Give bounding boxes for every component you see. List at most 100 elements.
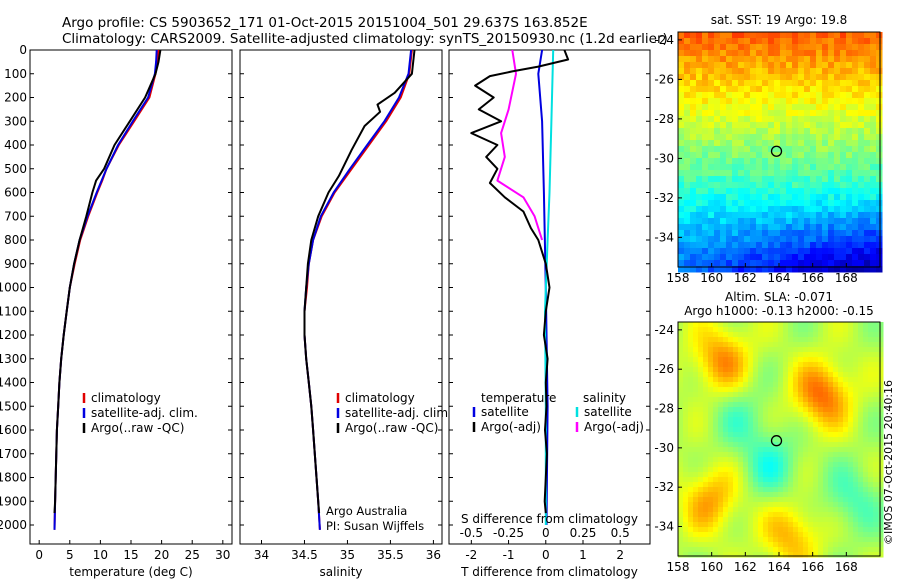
sla_map-cell (698, 542, 704, 548)
sla_map-cell (698, 402, 704, 408)
sla_map-cell (798, 392, 804, 398)
sst_map-cell (780, 110, 787, 117)
sla_map-cell (723, 387, 729, 393)
sla_map-cell (688, 377, 694, 383)
sst_map-cell (756, 242, 763, 249)
depth-tick-label: 400 (4, 138, 27, 152)
sst_map-cell (726, 176, 733, 183)
sst_map-cell (756, 92, 763, 99)
sla_map-cell (693, 467, 699, 473)
sla_map-cell (818, 437, 824, 443)
sst_map-cell (690, 206, 697, 213)
sla_map-cell (803, 347, 809, 353)
sst_map-cell (792, 122, 799, 129)
sla_map-cell (833, 352, 839, 358)
sla_map-cell (743, 327, 749, 333)
sla_map-cell (798, 492, 804, 498)
sla_map-cell (808, 452, 814, 458)
sst_map-cell (792, 248, 799, 255)
sla_map-cell (843, 552, 849, 558)
sst_map-cell (696, 44, 703, 51)
sst_map-cell (762, 248, 769, 255)
sla_map-cell (813, 457, 819, 463)
sst_map-cell (708, 134, 715, 141)
sst_map-cell (804, 146, 811, 153)
sst_map-cell (714, 104, 721, 111)
sla_map-cell (818, 442, 824, 448)
sst_map-cell (780, 236, 787, 243)
sla_map-cell (678, 437, 684, 443)
sla_map-cell (773, 332, 779, 338)
sla_map-cell (743, 517, 749, 523)
sla_map-cell (868, 502, 874, 508)
sla_map-cell (693, 472, 699, 478)
sla_map-cell (798, 347, 804, 353)
sla_map-cell (713, 347, 719, 353)
sla_map-cell (748, 332, 754, 338)
sst_map-cell (804, 38, 811, 45)
sla_map-cell (808, 497, 814, 503)
sst_map-cell (738, 140, 745, 147)
sst_map-cell (780, 116, 787, 123)
sla_map-cell (868, 472, 874, 478)
sst_map-cell (792, 146, 799, 153)
sla_map-cell (693, 517, 699, 523)
sst_map-cell (732, 134, 739, 141)
sla_map-cell (763, 447, 769, 453)
sla_map-cell (798, 327, 804, 333)
sst_map-cell (840, 134, 847, 141)
salinity-plot-frame (239, 49, 443, 545)
sla_map-cell (748, 457, 754, 463)
sla_map-cell (833, 427, 839, 433)
sla_map-cell (713, 327, 719, 333)
sla_map-cell (728, 472, 734, 478)
sla_map-cell (778, 482, 784, 488)
sla_map-cell (788, 467, 794, 473)
sst_map-cell (828, 200, 835, 207)
sst_map-cell (846, 32, 853, 39)
sst_map-cell (720, 236, 727, 243)
sst_map-field (678, 32, 883, 273)
sst_map-cell (822, 164, 829, 171)
sst_map-cell (768, 254, 775, 261)
sla_map-cell (813, 427, 819, 433)
sst_map-cell (846, 248, 853, 255)
sst_map-cell (786, 248, 793, 255)
sla_map-cell (853, 387, 859, 393)
sst_map-cell (834, 218, 841, 225)
sla_map-cell (758, 332, 764, 338)
sst_map-cell (798, 116, 805, 123)
sla_map-cell (723, 402, 729, 408)
sla_map-cell (743, 497, 749, 503)
sst_map-cell (846, 194, 853, 201)
sla_map-cell (868, 352, 874, 358)
sla_map-cell (798, 367, 804, 373)
sla_map-cell (678, 472, 684, 478)
sst_map-xtick-label: 166 (801, 271, 824, 285)
sst_map-cell (792, 50, 799, 57)
sst_map-cell (696, 230, 703, 237)
sst_map-cell (810, 44, 817, 51)
sst_map-cell (744, 164, 751, 171)
sla_map-cell (733, 397, 739, 403)
sst_map-cell (708, 80, 715, 87)
sla_map-cell (738, 417, 744, 423)
sla_map-cell (763, 477, 769, 483)
sla_map-cell (703, 382, 709, 388)
sst_map-cell (852, 206, 859, 213)
sst_map-cell (804, 104, 811, 111)
sst_map-cell (714, 164, 721, 171)
sst_map-cell (864, 224, 871, 231)
sst_map-cell (708, 56, 715, 63)
sst_map-cell (720, 80, 727, 87)
sst_map-cell (684, 224, 691, 231)
sla_map-cell (688, 417, 694, 423)
sst_map-cell (840, 38, 847, 45)
difference-top-tick-label: 0.5 (611, 526, 630, 540)
sla_map-cell (863, 322, 869, 328)
sla_map-cell (878, 357, 884, 363)
sla_map-cell (783, 492, 789, 498)
sst_map-cell (846, 200, 853, 207)
sst_map-cell (762, 188, 769, 195)
sla_map-cell (778, 347, 784, 353)
